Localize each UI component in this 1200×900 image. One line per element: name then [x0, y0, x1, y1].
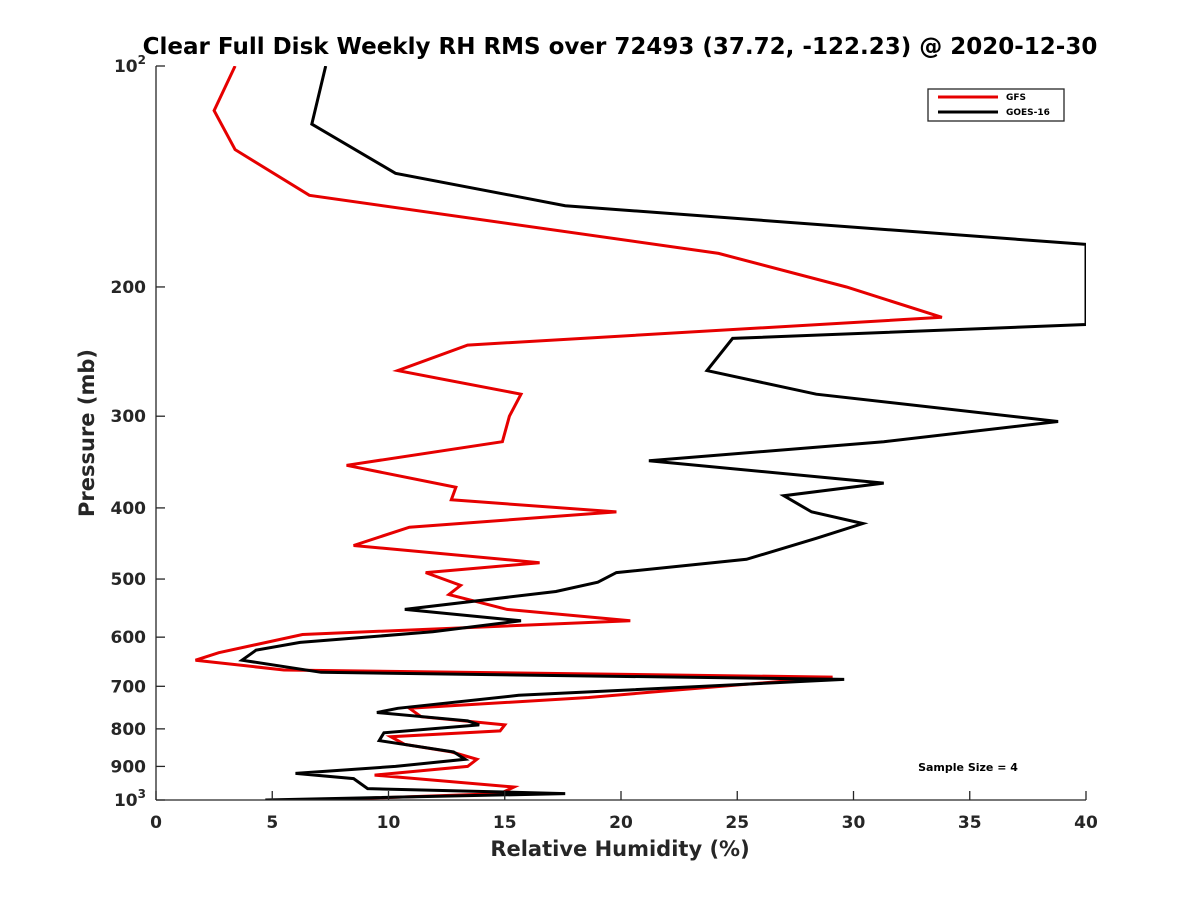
y-axis-label: Pressure (mb) [75, 349, 99, 517]
y-tick-label-800: 800 [111, 720, 147, 740]
y-tick-label-600: 600 [111, 628, 147, 648]
x-tick-label-15: 15 [493, 813, 517, 833]
y-tick-label-500: 500 [111, 570, 147, 590]
axes-layer: 0 5 10 15 20 25 30 35 40102200300400500600700800… [111, 53, 1098, 833]
legend: GFS GOES-16 [927, 88, 1065, 122]
sample-size-annotation: Sample Size = 4 [918, 761, 1018, 774]
series-line-goes-16 [238, 66, 1086, 800]
y-tick-label-900: 900 [111, 757, 147, 777]
y-tick-label-400: 400 [111, 499, 147, 519]
y-tick-label-300: 300 [111, 407, 147, 427]
x-tick-label-20: 20 [609, 813, 633, 833]
x-tick-label-5: 5 [266, 813, 278, 833]
legend-box [927, 88, 1065, 122]
x-tick-label-30: 30 [842, 813, 866, 833]
x-axis-label: Relative Humidity (%) [490, 837, 749, 861]
x-tick-label-10: 10 [377, 813, 401, 833]
x-tick-label-25: 25 [725, 813, 749, 833]
legend-label-gfs: GFS [1006, 93, 1026, 103]
x-tick-label-40: 40 [1074, 813, 1098, 833]
y-tick-label-200: 200 [111, 278, 147, 298]
y-tick-exponent-1000: 3 [138, 787, 146, 801]
y-tick-exponent-100: 2 [138, 53, 146, 67]
x-tick-label-0: 0 [150, 813, 162, 833]
series-layer [195, 66, 1086, 800]
chart-title: Clear Full Disk Weekly RH RMS over 72493… [143, 34, 1098, 60]
y-tick-label-700: 700 [111, 677, 147, 697]
x-tick-label-35: 35 [958, 813, 982, 833]
legend-label-goes-16: GOES-16 [1006, 108, 1050, 118]
